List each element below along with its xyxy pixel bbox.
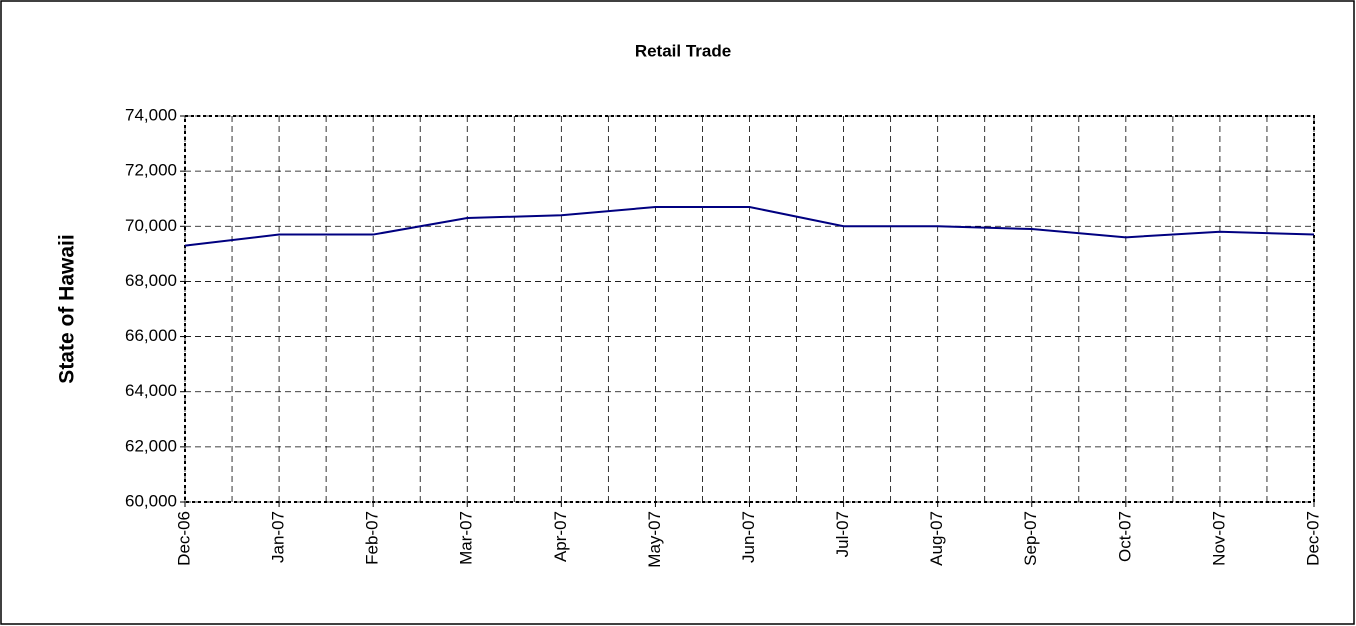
y-tick-label: 60,000 <box>125 491 177 510</box>
y-tick-label: 66,000 <box>125 326 177 345</box>
x-tick-label: Oct-07 <box>1115 511 1134 562</box>
x-tick-label: Dec-07 <box>1303 511 1322 566</box>
x-tick-label: Nov-07 <box>1209 511 1228 566</box>
y-tick-label: 68,000 <box>125 271 177 290</box>
x-tick-label: Feb-07 <box>363 511 382 565</box>
y-tick-label: 62,000 <box>125 436 177 455</box>
x-tick-label: Jan-07 <box>269 511 288 563</box>
y-tick-label: 72,000 <box>125 161 177 180</box>
x-tick-label: Sep-07 <box>1021 511 1040 566</box>
x-tick-label: Dec-06 <box>174 511 193 566</box>
y-tick-label: 74,000 <box>125 105 177 124</box>
data-line <box>184 205 1315 247</box>
x-tick-label: May-07 <box>645 511 664 568</box>
y-axis-title: State of Hawaii <box>56 234 79 383</box>
chart-title: Retail Trade <box>635 41 731 60</box>
x-tick-label: Jul-07 <box>833 511 852 557</box>
x-tick-label: Apr-07 <box>551 511 570 562</box>
y-tick-label: 64,000 <box>125 381 177 400</box>
y-tick-label: 70,000 <box>125 216 177 235</box>
x-tick-label: Aug-07 <box>927 511 946 566</box>
plot-border <box>184 115 1315 503</box>
x-tick-label: Jun-07 <box>739 511 758 563</box>
x-tick-label: Mar-07 <box>457 511 476 565</box>
